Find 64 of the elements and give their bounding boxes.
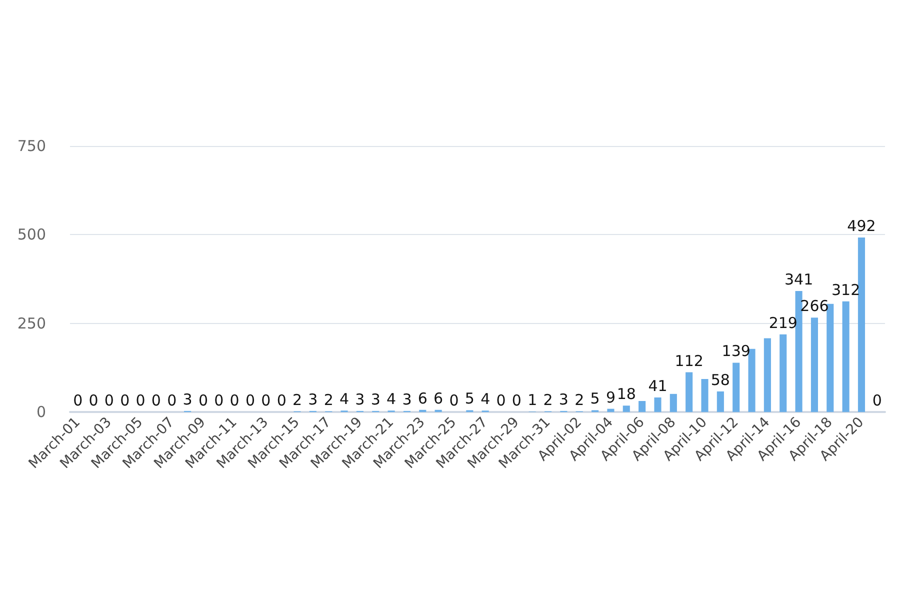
- data-label: 4: [480, 390, 490, 408]
- bar: [732, 362, 740, 412]
- bar: [810, 318, 818, 412]
- data-label: 6: [434, 389, 444, 408]
- data-label: 0: [245, 392, 256, 410]
- bar: [686, 372, 693, 412]
- data-label: 6: [418, 389, 428, 408]
- data-label: 0: [276, 392, 286, 410]
- data-label: 0: [104, 392, 114, 410]
- data-label: 3: [355, 390, 365, 408]
- data-label: 3: [370, 390, 380, 408]
- data-label: 5: [464, 390, 474, 408]
- data-label: 3: [402, 390, 412, 408]
- data-label: 492: [847, 217, 876, 236]
- data-label: 0: [151, 392, 161, 410]
- data-label: 0: [872, 392, 882, 410]
- data-label: 0: [261, 392, 271, 410]
- data-label: 0: [214, 392, 224, 410]
- data-label: 3: [182, 390, 192, 408]
- y-tick-label: 0: [36, 403, 46, 421]
- bar: [826, 304, 834, 412]
- bar: [670, 394, 677, 412]
- y-tick-label: 500: [17, 226, 46, 244]
- data-label: 0: [230, 392, 240, 410]
- data-label: 3: [308, 390, 318, 408]
- data-label: 2: [324, 390, 334, 409]
- y-tick-label: 750: [17, 137, 46, 155]
- data-label: 9: [606, 388, 616, 406]
- data-label: 139: [722, 342, 750, 360]
- data-label: 18: [616, 385, 636, 404]
- data-label: 0: [496, 392, 506, 410]
- bar: [654, 397, 662, 412]
- data-label: 0: [136, 392, 146, 410]
- data-label: 0: [198, 392, 208, 410]
- bar: [701, 379, 708, 412]
- data-label: 341: [784, 270, 814, 289]
- data-label: 0: [120, 392, 130, 410]
- data-label: 112: [674, 352, 704, 370]
- data-label: 0: [449, 392, 459, 410]
- data-label: 5: [590, 390, 600, 408]
- bar: [780, 334, 787, 412]
- bar: [716, 391, 724, 412]
- data-label: 4: [340, 390, 350, 408]
- data-label: 4: [386, 390, 396, 408]
- data-label: 3: [558, 390, 568, 408]
- data-label: 0: [512, 392, 522, 410]
- bar: [764, 338, 771, 412]
- data-label: 2: [574, 390, 584, 409]
- data-label: 0: [88, 392, 98, 410]
- bar: [638, 401, 646, 412]
- data-label: 41: [648, 376, 668, 395]
- data-label: 0: [73, 392, 83, 410]
- bar: [795, 291, 802, 412]
- bar: [858, 238, 866, 412]
- data-label: 1: [528, 391, 538, 410]
- data-label: 2: [543, 390, 553, 409]
- bar: [607, 408, 614, 412]
- y-tick-label: 250: [17, 314, 46, 332]
- bar: [748, 348, 756, 412]
- data-label: 58: [710, 370, 730, 389]
- data-label: 2: [292, 390, 302, 409]
- data-label: 0: [167, 392, 177, 410]
- bar: [622, 406, 630, 412]
- bar: [842, 301, 850, 412]
